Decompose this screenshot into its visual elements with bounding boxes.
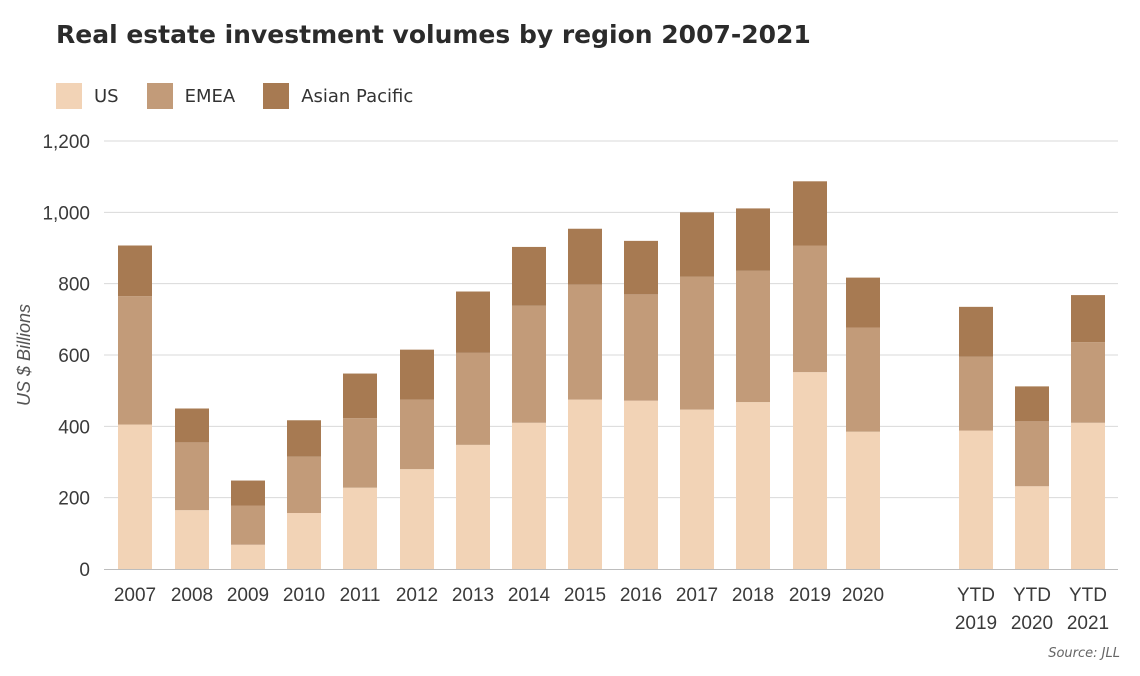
x-tick-label: 2008: [171, 585, 213, 606]
legend-label-asian-pacific: Asian Pacific: [301, 85, 414, 107]
x-tick-label: 2011: [340, 585, 381, 606]
bar-segment-us: [736, 402, 770, 569]
bar-segment-us: [959, 430, 993, 569]
bar-segment-asian-pacific: [1015, 386, 1049, 422]
x-tick-label: 2013: [452, 585, 494, 606]
x-tick-label: YTD: [1069, 585, 1107, 606]
bar-segment-us: [624, 400, 658, 569]
bar-segment-emea: [1071, 342, 1105, 423]
x-tick-label: YTD: [957, 585, 995, 606]
x-tick-label: 2016: [620, 585, 662, 606]
y-tick-label: 1,200: [42, 132, 90, 153]
bar-segment-asian-pacific: [680, 212, 714, 277]
y-tick-label: 200: [58, 489, 90, 510]
bar-segment-emea: [118, 296, 152, 425]
bar-segment-asian-pacific: [512, 246, 546, 306]
bar-segment-us: [175, 510, 209, 569]
x-tick-label: 2018: [732, 585, 774, 606]
bar-segment-emea: [846, 327, 880, 432]
bar-segment-emea: [512, 305, 546, 423]
legend-label-emea: EMEA: [184, 85, 236, 107]
bar-segment-emea: [624, 294, 658, 401]
bar-segment-emea: [287, 456, 321, 514]
x-tick-label: 2012: [396, 585, 438, 606]
x-tick-label: YTD: [1013, 585, 1051, 606]
bar-segment-emea: [736, 270, 770, 403]
bar-segment-us: [846, 431, 880, 569]
legend-item-asian-pacific: Asian Pacific: [263, 83, 413, 109]
bar-segment-us: [512, 422, 546, 569]
x-tick-label: 2014: [508, 585, 551, 606]
bar-segment-emea: [959, 356, 993, 431]
bar-segment-asian-pacific: [175, 408, 209, 443]
bar-segment-us: [231, 544, 265, 569]
bar-segment-us: [568, 399, 602, 569]
bar-segment-us: [680, 409, 714, 569]
y-tick-label: 1,000: [42, 203, 90, 224]
legend-item-emea: EMEA: [146, 83, 236, 109]
bar-segment-us: [1015, 486, 1049, 569]
bar-segment-asian-pacific: [793, 181, 827, 246]
bar-segment-emea: [680, 276, 714, 410]
x-tick-label: 2021: [1067, 613, 1109, 634]
bar-segment-us: [118, 424, 152, 569]
legend-swatch-us: [56, 83, 82, 109]
bar-segment-us: [793, 372, 827, 569]
bar-segment-asian-pacific: [846, 277, 880, 328]
bar-segment-emea: [456, 352, 490, 445]
source-note: Source: JLL: [1048, 646, 1120, 661]
x-tick-label: 2007: [114, 585, 156, 606]
bar-segment-emea: [568, 284, 602, 400]
x-tick-label: 2019: [955, 613, 997, 634]
bar-segment-asian-pacific: [568, 228, 602, 285]
y-tick-label: 800: [58, 275, 90, 296]
bar-segment-asian-pacific: [456, 291, 490, 353]
bar-segment-us: [400, 469, 434, 569]
bar-segment-asian-pacific: [118, 245, 152, 297]
bar-segment-us: [343, 487, 377, 569]
x-tick-label: 2020: [842, 585, 884, 606]
x-tick-label: 2010: [283, 585, 325, 606]
chart-legend: US EMEA Asian Pacific: [56, 82, 441, 110]
bar-segment-asian-pacific: [959, 306, 993, 357]
legend-swatch-asian-pacific: [263, 83, 290, 109]
legend-item-us: US: [56, 83, 119, 109]
bar-segment-emea: [343, 418, 377, 488]
bar-segment-asian-pacific: [231, 480, 265, 506]
bar-segment-emea: [1015, 421, 1049, 487]
bar-segment-asian-pacific: [736, 208, 770, 271]
x-tick-label: 2015: [564, 585, 606, 606]
chart-title: Real estate investment volumes by region…: [56, 20, 811, 49]
x-tick-label: 2017: [676, 585, 718, 606]
bar-segment-asian-pacific: [624, 240, 658, 295]
bar-segment-asian-pacific: [1071, 295, 1105, 343]
y-tick-label: 400: [58, 417, 90, 438]
bar-segment-us: [456, 444, 490, 569]
y-tick-label: 0: [79, 560, 90, 581]
bar-segment-us: [287, 513, 321, 569]
y-tick-label: 600: [58, 346, 90, 367]
bar-segment-asian-pacific: [343, 373, 377, 419]
x-tick-label: 2009: [227, 585, 269, 606]
legend-swatch-emea: [146, 83, 173, 109]
bar-segment-asian-pacific: [287, 420, 321, 457]
legend-label-us: US: [94, 85, 119, 107]
bar-segment-emea: [175, 442, 209, 511]
bar-segment-asian-pacific: [400, 349, 434, 400]
bar-segment-emea: [231, 505, 265, 545]
bar-segment-emea: [400, 399, 434, 470]
bar-segment-us: [1071, 422, 1105, 569]
bar-segment-emea: [793, 245, 827, 373]
x-tick-label: 2019: [789, 585, 831, 606]
y-axis-label: US $ Billions: [14, 304, 34, 406]
x-tick-label: 2020: [1011, 613, 1053, 634]
